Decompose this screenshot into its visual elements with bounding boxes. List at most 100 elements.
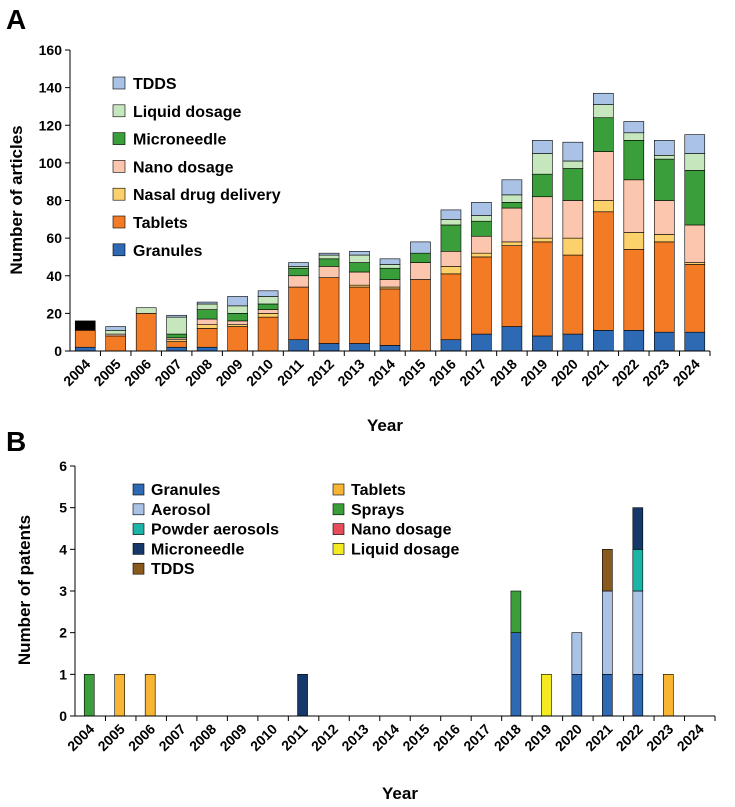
x-axis-ticks: 2004200520062007200820092010201120122013… [64, 716, 716, 754]
bar-nano-dosage-2010 [257, 309, 279, 314]
bar-tablets-2006 [135, 313, 157, 352]
x-tick-label-2012: 2012 [308, 721, 341, 754]
bar-tablets-2018 [501, 245, 523, 327]
bar-nano-dosage-2017 [471, 235, 492, 254]
bar-tdds-2005 [105, 326, 127, 331]
x-tick-label-2016: 2016 [430, 721, 463, 754]
x-tick-label-2014: 2014 [369, 721, 402, 754]
bar-granules-2014 [379, 345, 401, 352]
bar-liquid-dosage-2016 [440, 219, 462, 226]
legend-label-tdds: TDDS [133, 76, 177, 93]
y-tick-label: 140 [39, 80, 63, 96]
bar-liquid-dosage-2007 [166, 316, 187, 335]
bar-liquid-dosage-2012 [318, 254, 340, 260]
bar-liquid-dosage-2005 [105, 330, 127, 335]
bar-liquid-dosage-2021 [593, 104, 614, 119]
legend-swatch-microneedle [132, 543, 145, 555]
bar-tdds-2007 [166, 314, 187, 318]
bar-liquid-dosage-2020 [562, 160, 584, 169]
x-tick-label-2021: 2021 [578, 356, 611, 389]
x-tick-label-2016: 2016 [426, 356, 459, 389]
bar-series [83, 507, 674, 717]
x-tick-label-2013: 2013 [334, 356, 367, 389]
x-tick-label-2006: 2006 [125, 721, 158, 754]
panel-b-letter: B [6, 426, 26, 457]
bar-tdds-2016 [440, 209, 462, 220]
bar-liquid-dosage-2006 [135, 307, 157, 314]
bar-nano-dosage-2015 [410, 262, 431, 280]
legend-label-powder-aerosols: Powder aerosols [151, 522, 279, 539]
y-tick-label: 0 [59, 708, 67, 724]
bar-granules-2017 [471, 333, 492, 352]
legend-swatch-nasal-drug-delivery [112, 187, 126, 201]
bar-liquid-dosage-2018 [501, 194, 523, 203]
y-tick-label: 1 [59, 666, 67, 682]
x-tick-label-2009: 2009 [212, 356, 245, 389]
bar-tdds-2013 [349, 250, 370, 256]
y-tick-label: 160 [39, 42, 63, 58]
bar-tdds-2020 [562, 141, 584, 162]
y-tick-label: 2 [59, 625, 67, 641]
bar-tdds-2014 [379, 258, 401, 265]
bar-nasal-drug-delivery-2018 [501, 241, 523, 246]
y-axis-title: Number of patents [15, 515, 34, 665]
bar-microneedle-2024 [684, 170, 706, 226]
bar-tablets-2014 [379, 288, 401, 346]
bar-tablets-2019 [532, 241, 553, 337]
bar-tdds-2021 [602, 549, 613, 592]
legend-label-nano-dosage: Nano dosage [133, 159, 234, 176]
bar-granules-2022 [632, 674, 644, 717]
bar-nasal-drug-delivery-2022 [623, 232, 645, 250]
x-tick-label-2024: 2024 [674, 721, 707, 754]
x-tick-label-2010: 2010 [247, 721, 280, 754]
bar-microneedle-2016 [440, 224, 462, 252]
y-tick-label: 4 [59, 541, 67, 557]
legend-swatch-tablets [112, 215, 126, 229]
bar-nasal-drug-delivery-2017 [471, 252, 492, 258]
bar-granules-2024 [684, 331, 706, 352]
bar-liquid-dosage-2009 [227, 305, 248, 314]
bar-microneedle-2021 [593, 117, 614, 152]
y-axis-tick-labels: 0 1 2 3 4 5 6 [59, 458, 75, 724]
bar-microneedle-2014 [379, 267, 401, 280]
bar-nano-dosage-2020 [562, 200, 584, 239]
bar-nano-dosage-2023 [653, 200, 675, 235]
bar-granules-2020 [571, 674, 583, 717]
bar-microneedle-2013 [349, 262, 370, 273]
bar-microneedle-2011 [297, 674, 308, 717]
bar-nano-dosage-2018 [501, 207, 523, 243]
bar-tdds-2010 [257, 290, 279, 297]
bar-nano-dosage-2013 [349, 271, 370, 286]
bar-extra-segment-2004 [74, 320, 96, 331]
x-tick-label-2018: 2018 [487, 356, 520, 389]
x-tick-label-2010: 2010 [243, 356, 276, 389]
bar-series [74, 92, 706, 352]
bar-tablets-2015 [410, 279, 431, 352]
x-axis-title: Year [382, 784, 418, 803]
bar-liquid-dosage-2010 [257, 296, 279, 305]
x-tick-label-2015: 2015 [399, 721, 432, 754]
y-tick-label: 100 [39, 155, 63, 171]
y-tick-label: 20 [46, 305, 62, 321]
bar-aerosol-2020 [571, 632, 583, 675]
bar-aerosol-2022 [632, 590, 644, 675]
x-tick-label-2017: 2017 [456, 356, 489, 389]
bar-granules-2016 [440, 339, 462, 352]
x-tick-label-2014: 2014 [365, 356, 398, 389]
bar-tablets-2024 [684, 264, 706, 333]
x-tick-label-2005: 2005 [90, 356, 123, 389]
legend-label-granules: Granules [133, 243, 202, 260]
bar-nasal-drug-delivery-2008 [196, 324, 218, 329]
bar-sprays-2018 [510, 590, 522, 633]
bar-microneedle-2018 [501, 202, 523, 209]
bar-tdds-2024 [684, 134, 706, 154]
bar-nasal-drug-delivery-2010 [257, 313, 279, 318]
bar-granules-2018 [501, 326, 523, 352]
bar-microneedle-2012 [318, 258, 340, 267]
legend-swatch-sprays [332, 503, 345, 516]
y-tick-label: 120 [39, 117, 63, 133]
x-tick-label-2021: 2021 [582, 721, 615, 754]
legend-label-tablets: Tablets [351, 482, 406, 499]
bar-nasal-drug-delivery-2019 [532, 237, 553, 243]
bar-liquid-dosage-2019 [541, 674, 552, 717]
